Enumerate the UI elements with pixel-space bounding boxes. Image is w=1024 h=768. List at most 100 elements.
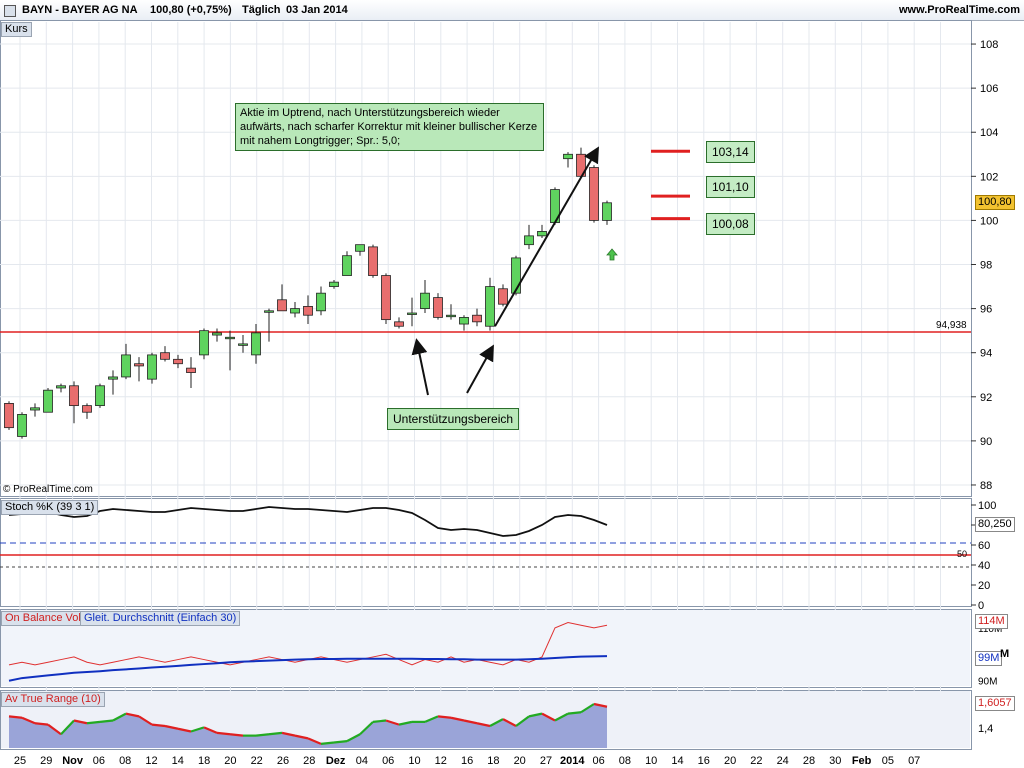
last-price-change: 100,80 (+0,75%) [150, 4, 232, 16]
stoch-tick-label: 40 [978, 560, 990, 572]
atr-area [9, 704, 607, 748]
atr-segment [489, 718, 504, 727]
last-price-badge: 100,80 [975, 195, 1015, 210]
support-area-label[interactable]: Unterstützungsbereich [387, 408, 520, 430]
atr-segment [554, 712, 569, 722]
stoch-panel-tag[interactable]: Stoch %K (39 3 1) [1, 500, 99, 515]
price-panel-tag[interactable]: Kurs [1, 22, 32, 37]
candle-up [524, 235, 534, 246]
candle-up [43, 389, 53, 413]
atr-segment [528, 712, 543, 718]
candle-up [459, 317, 469, 325]
atr-segment [216, 731, 231, 736]
time-tick-label: 07 [908, 755, 920, 767]
atr-panel[interactable] [0, 690, 972, 750]
time-tick-label: 25 [14, 755, 26, 767]
atr-tick-label: 1,4 [978, 723, 994, 735]
atr-segment [21, 716, 36, 725]
level-label-1[interactable]: 103,14 [706, 141, 755, 163]
analysis-note[interactable]: Aktie im Uptrend, nach Unterstützungsber… [235, 103, 544, 151]
atr-segment [47, 723, 62, 736]
atr-segment [346, 733, 361, 743]
atr-segment [359, 721, 374, 736]
window-menu-icon[interactable] [4, 5, 16, 17]
candle-down [394, 321, 404, 327]
time-tick-label: 08 [119, 755, 131, 767]
candle-up [199, 330, 209, 356]
candle-up [95, 385, 105, 407]
time-tick-label: 18 [198, 755, 210, 767]
atr-segment [437, 715, 452, 719]
time-tick-label: Feb [852, 755, 872, 767]
time-tick-label: 22 [750, 755, 762, 767]
atr-segment [203, 726, 218, 734]
candle-up [56, 385, 66, 389]
candle-down [173, 358, 183, 365]
atr-panel-tag[interactable]: Av True Range (10) [1, 692, 105, 707]
candle-down [589, 167, 599, 221]
atr-segment [164, 724, 179, 730]
level-label-3[interactable]: 100,08 [706, 213, 755, 235]
atr-segment [99, 719, 114, 723]
candle-up [264, 310, 274, 313]
website-label: www.ProRealTime.com [898, 4, 1020, 16]
time-tick-label: 26 [277, 755, 289, 767]
candle-down [134, 363, 144, 367]
candle-up [537, 231, 547, 237]
atr-segment [294, 734, 309, 740]
candle-down [69, 385, 79, 407]
level-label-2[interactable]: 101,10 [706, 176, 755, 198]
atr-segment [515, 715, 530, 727]
price-tick-label: 88 [980, 480, 992, 492]
obv-panel-tag[interactable]: On Balance Vol [1, 611, 85, 626]
price-tick-label: 106 [980, 83, 998, 95]
candle-down [368, 246, 378, 276]
atr-segment [138, 715, 153, 726]
buy-signal-arrow [606, 248, 618, 261]
uptrend-arrow [494, 146, 600, 327]
atr-segment [320, 741, 335, 745]
price-panel[interactable] [0, 20, 972, 497]
candle-up [485, 286, 495, 327]
atr-segment [34, 722, 49, 726]
atr-segment [541, 712, 556, 722]
time-tick-label: 06 [93, 755, 105, 767]
stoch-panel[interactable] [0, 498, 972, 607]
stoch-midline-label: 50 [957, 549, 967, 559]
atr-segment [112, 712, 127, 722]
obv-tick-label: 110M [978, 624, 1002, 635]
time-tick-label: 20 [224, 755, 236, 767]
obv-ma-panel-tag[interactable]: Gleit. Durchschnitt (Einfach 30) [80, 611, 241, 626]
time-tick-label: 27 [540, 755, 552, 767]
stoch-line [8, 506, 608, 537]
chart-date: 03 Jan 2014 [286, 4, 348, 16]
support-arrow-left [411, 338, 429, 396]
candle-up [316, 292, 326, 312]
obv-tick-label: 90M [978, 677, 997, 688]
candle-up [225, 336, 235, 340]
stoch-tick-label: 20 [978, 580, 990, 592]
time-tick-label: 10 [645, 755, 657, 767]
obv-panel[interactable] [0, 609, 972, 688]
candles [4, 147, 612, 439]
atr-segment [385, 719, 400, 726]
time-tick-label: 06 [382, 755, 394, 767]
candle-up [290, 308, 300, 314]
candle-up [511, 257, 521, 294]
time-tick-label: 08 [619, 755, 631, 767]
candle-up [329, 281, 339, 287]
time-tick-label: 14 [172, 755, 184, 767]
copyright-label: © ProRealTime.com [3, 484, 93, 495]
atr-segment [177, 727, 192, 733]
support-arrow-right [466, 344, 494, 394]
obv-extra-label: M [1000, 648, 1010, 660]
time-tick-label: 28 [303, 755, 315, 767]
atr-segment [60, 719, 75, 736]
candle-down [82, 405, 92, 413]
atr-segment [502, 718, 517, 727]
atr-segment [307, 737, 322, 745]
time-tick-label: 2014 [560, 755, 585, 767]
candle-up [407, 312, 417, 315]
atr-segment [268, 731, 283, 736]
